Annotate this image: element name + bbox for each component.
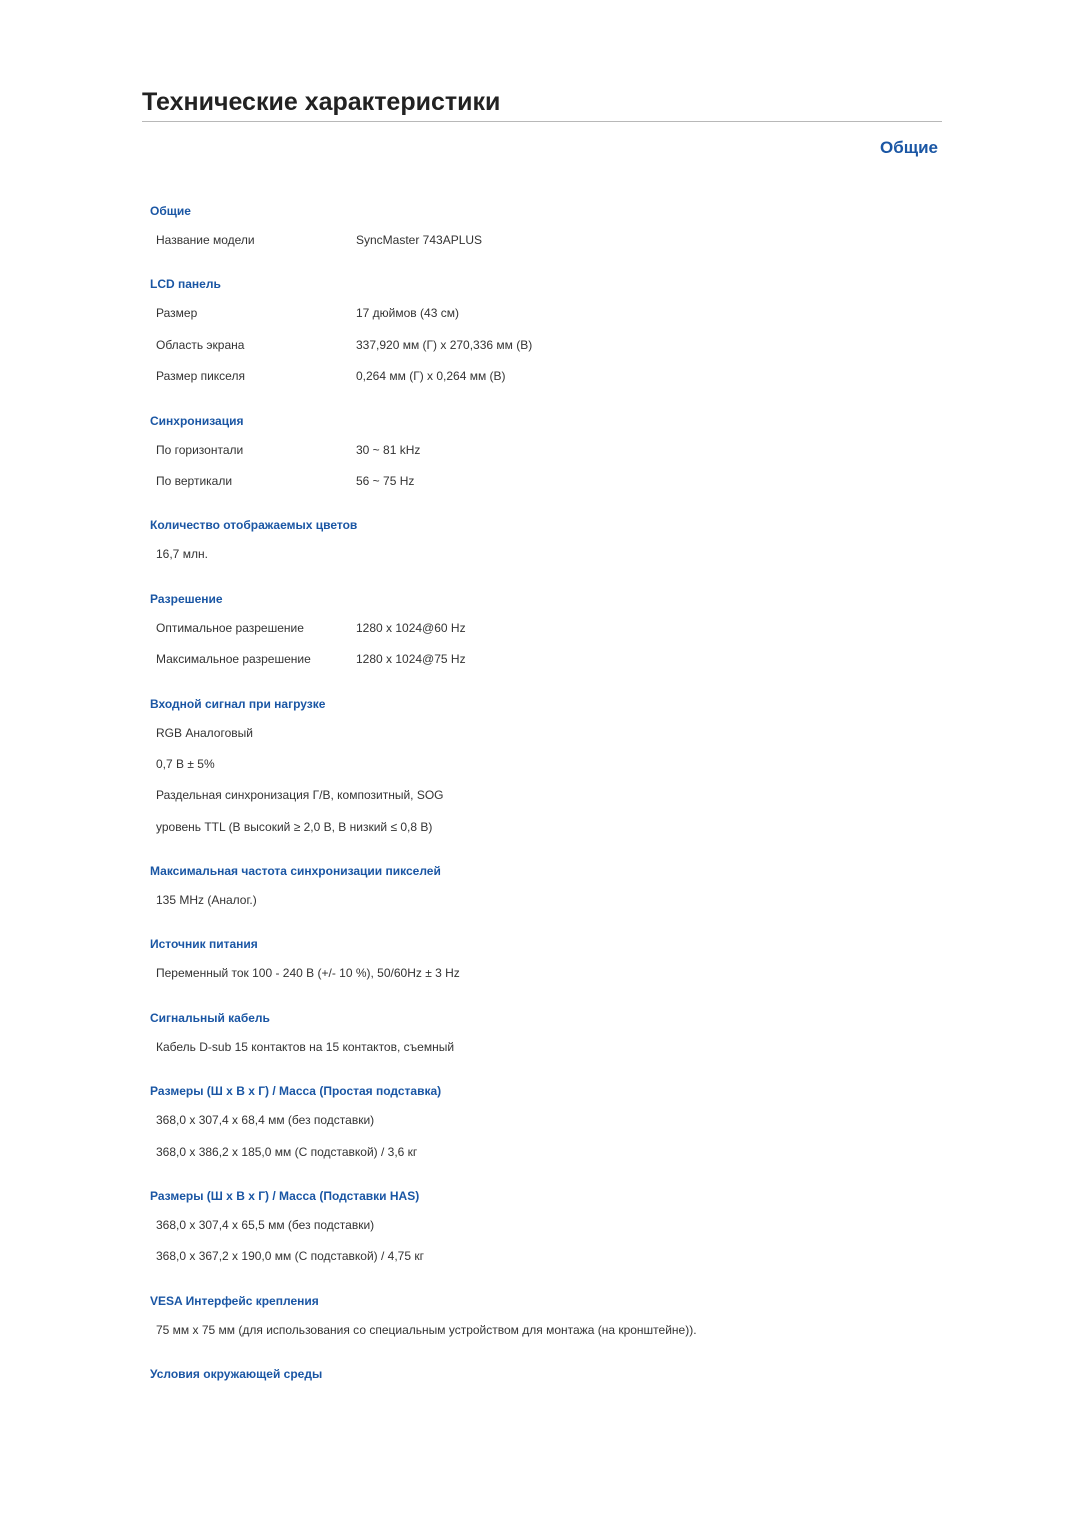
spec-content: Общие Название модели SyncMaster 743APLU…: [150, 190, 950, 1381]
row-model: Название модели SyncMaster 743APLUS: [156, 232, 950, 249]
value-area: 337,920 мм (Г) x 270,336 мм (B): [356, 337, 532, 354]
group-colors: Количество отображаемых цветов: [150, 504, 950, 532]
value-model: SyncMaster 743APLUS: [356, 232, 482, 249]
group-dims-has: Размеры (Ш x В x Г) / Масса (Подставки H…: [150, 1175, 950, 1203]
value-size: 17 дюймов (43 см): [356, 305, 459, 322]
group-input-signal: Входной сигнал при нагрузке: [150, 683, 950, 711]
value-horiz: 30 ~ 81 kHz: [356, 442, 420, 459]
value-pixel-clock: 135 MHz (Аналог.): [156, 892, 950, 909]
label-area: Область экрана: [156, 337, 356, 354]
label-max-res: Максимальное разрешение: [156, 651, 356, 668]
label-opt-res: Оптимальное разрешение: [156, 620, 356, 637]
group-pixel-clock: Максимальная частота синхронизации пиксе…: [150, 850, 950, 878]
input-signal-3: Раздельная синхронизация Г/В, композитны…: [156, 787, 950, 804]
dims-has-2: 368,0 x 367,2 x 190,0 мм (С подставкой) …: [156, 1248, 950, 1265]
input-signal-2: 0,7 B ± 5%: [156, 756, 950, 773]
label-horiz: По горизонтали: [156, 442, 356, 459]
value-pixel: 0,264 мм (Г) x 0,264 мм (B): [356, 368, 506, 385]
label-pixel: Размер пикселя: [156, 368, 356, 385]
dims-has-1: 368,0 x 307,4 x 65,5 мм (без подставки): [156, 1217, 950, 1234]
group-resolution: Разрешение: [150, 578, 950, 606]
dims-simple-1: 368,0 x 307,4 x 68,4 мм (без подставки): [156, 1112, 950, 1129]
page-root: Технические характеристики Общие Общие Н…: [0, 88, 1080, 1381]
value-power: Переменный ток 100 - 240 В (+/- 10 %), 5…: [156, 965, 950, 982]
label-vert: По вертикали: [156, 473, 356, 490]
value-vert: 56 ~ 75 Hz: [356, 473, 414, 490]
row-pixel: Размер пикселя 0,264 мм (Г) x 0,264 мм (…: [156, 368, 950, 385]
value-max-res: 1280 x 1024@75 Hz: [356, 651, 466, 668]
group-lcd: LCD панель: [150, 263, 950, 291]
row-vert: По вертикали 56 ~ 75 Hz: [156, 473, 950, 490]
row-horiz: По горизонтали 30 ~ 81 kHz: [156, 442, 950, 459]
value-cable: Кабель D-sub 15 контактов на 15 контакто…: [156, 1039, 950, 1056]
section-header-right: Общие: [0, 138, 938, 158]
group-general: Общие: [150, 190, 950, 218]
page-title: Технические характеристики: [142, 88, 942, 122]
value-colors: 16,7 млн.: [156, 546, 950, 563]
value-vesa: 75 мм x 75 мм (для использования со спец…: [156, 1322, 950, 1339]
input-signal-1: RGB Аналоговый: [156, 725, 950, 742]
row-size: Размер 17 дюймов (43 см): [156, 305, 950, 322]
group-cable: Сигнальный кабель: [150, 997, 950, 1025]
group-env: Условия окружающей среды: [150, 1353, 950, 1381]
label-model: Название модели: [156, 232, 356, 249]
group-power: Источник питания: [150, 923, 950, 951]
dims-simple-2: 368,0 x 386,2 x 185,0 мм (С подставкой) …: [156, 1144, 950, 1161]
label-size: Размер: [156, 305, 356, 322]
group-sync: Синхронизация: [150, 400, 950, 428]
row-max-res: Максимальное разрешение 1280 x 1024@75 H…: [156, 651, 950, 668]
group-dims-simple: Размеры (Ш x В x Г) / Масса (Простая под…: [150, 1070, 950, 1098]
row-area: Область экрана 337,920 мм (Г) x 270,336 …: [156, 337, 950, 354]
group-vesa: VESA Интерфейс крепления: [150, 1280, 950, 1308]
input-signal-4: уровень TTL (В высокий ≥ 2,0 В, В низкий…: [156, 819, 950, 836]
row-opt-res: Оптимальное разрешение 1280 x 1024@60 Hz: [156, 620, 950, 637]
value-opt-res: 1280 x 1024@60 Hz: [356, 620, 466, 637]
title-wrap: Технические характеристики: [142, 88, 942, 122]
